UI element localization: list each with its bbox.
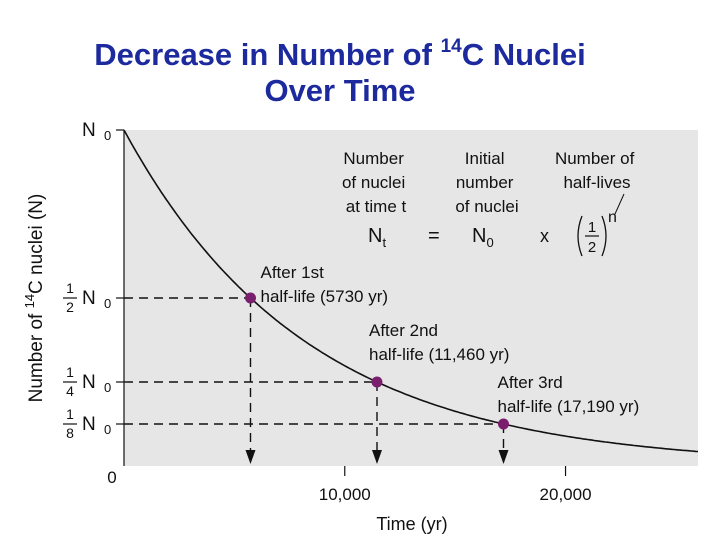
svg-text:0: 0 (104, 128, 111, 143)
equation-exponent: n (608, 209, 617, 226)
y-axis-label: Number of 14C nuclei (N) (22, 194, 47, 403)
svg-text:N: N (82, 372, 96, 393)
guide-arrow-3 (498, 450, 509, 464)
svg-text:1: 1 (66, 280, 74, 296)
svg-text:1: 1 (66, 406, 74, 422)
caption-nt: Number of nuclei at time t (342, 149, 410, 216)
caption-half-lives: Number of half-lives (555, 149, 639, 192)
decay-equation: Number of nuclei at time t Initial numbe… (342, 149, 639, 257)
svg-text:Number of 14C nuclei (N): Number of 14C nuclei (N) (22, 194, 47, 403)
svg-text:1: 1 (66, 364, 74, 380)
svg-text:2: 2 (66, 299, 74, 315)
half-life-label-2: After 2nd half-life (11,460 yr) (369, 321, 509, 364)
guide-arrow-1 (245, 450, 256, 464)
decay-curve (123, 129, 699, 453)
half-life-point-2 (371, 376, 383, 388)
left-paren (577, 215, 583, 257)
svg-text:8: 8 (66, 425, 74, 441)
half-life-point-3 (498, 418, 510, 430)
y-tick-label-2: 1 4 N 0 (63, 364, 111, 399)
half-life-label-1: After 1st half-life (5730 yr) (261, 263, 389, 306)
y-tick-label-1: 1 2 N 0 (63, 280, 111, 315)
chart-title-line1: Decrease in Number of 14C Nuclei (94, 36, 586, 72)
fraction-denominator: 2 (588, 239, 596, 256)
x-tick-label-0: 0 (107, 468, 116, 487)
equation-times: x (540, 226, 549, 246)
guide-arrow-2 (372, 450, 383, 464)
right-paren (601, 215, 607, 257)
half-life-point-1 (245, 292, 257, 304)
x-axis-label: Time (yr) (376, 514, 447, 534)
equation-equals: = (428, 225, 440, 247)
svg-text:0: 0 (104, 422, 111, 437)
svg-text:N: N (82, 414, 96, 435)
half-life-label-3: After 3rd half-life (17,190 yr) (498, 373, 640, 416)
caption-pointer (614, 193, 625, 215)
caption-n0: Initial number of nuclei (455, 149, 518, 216)
x-tick-label-1: 10,000 (319, 485, 371, 504)
svg-text:N: N (82, 288, 96, 309)
equation-n0: N0 (472, 225, 494, 250)
svg-text:N: N (82, 120, 96, 141)
x-tick-label-2: 20,000 (540, 485, 592, 504)
equation-nt: Nt (368, 225, 386, 250)
svg-text:0: 0 (104, 296, 111, 311)
y-tick-label-3: 1 8 N 0 (63, 406, 111, 441)
svg-text:0: 0 (104, 380, 111, 395)
fraction-numerator: 1 (588, 219, 596, 236)
svg-text:4: 4 (66, 383, 74, 399)
chart-title-line2: Over Time (264, 73, 416, 108)
